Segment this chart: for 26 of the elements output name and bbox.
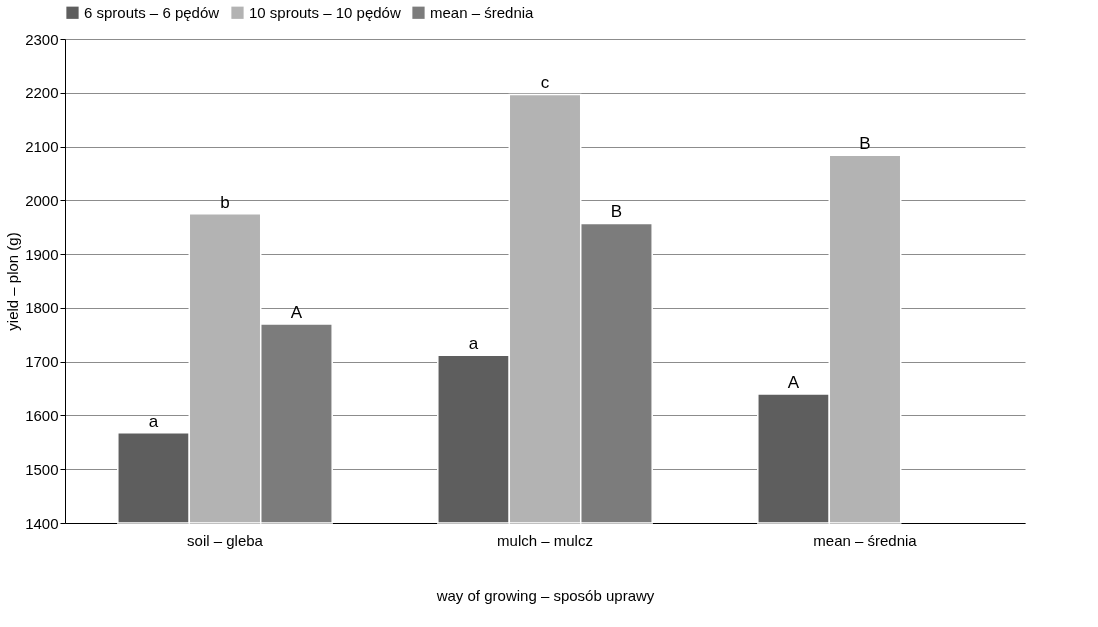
legend-label: mean – średnia [430, 3, 535, 21]
y-tick-label: 1700 [25, 353, 59, 371]
legend-label: 6 sprouts – 6 pędów [84, 3, 220, 21]
y-tick-label: 2100 [25, 138, 59, 156]
y-tick-label: 1800 [25, 299, 59, 317]
x-tick-label: mulch – mulcz [497, 531, 593, 549]
annotation: a [468, 334, 479, 354]
y-axis-title: yield – plon (g) [4, 232, 22, 331]
annotation: B [859, 134, 871, 154]
annotation: B [610, 202, 623, 222]
y-tick-label: 2000 [25, 191, 59, 209]
y-tick-label: 1500 [25, 460, 59, 478]
x-tick-label: mean – średnia [813, 531, 918, 549]
annotation: A [787, 372, 800, 392]
y-tick-label: 2200 [25, 84, 59, 102]
y-tick-label: 1600 [25, 406, 59, 424]
annotation: b [220, 192, 230, 212]
legend-label: 10 sprouts – 10 pędów [249, 3, 401, 21]
y-tick-label: 1400 [25, 514, 59, 532]
annotation: a [148, 411, 159, 431]
y-tick-label: 1900 [25, 245, 59, 263]
x-tick-label: soil – gleba [187, 531, 264, 549]
y-tick-label: 2300 [25, 30, 59, 48]
annotation: A [290, 303, 303, 323]
x-axis-title: way of growing – sposób uprawy [435, 586, 655, 604]
annotation: c [540, 73, 550, 93]
